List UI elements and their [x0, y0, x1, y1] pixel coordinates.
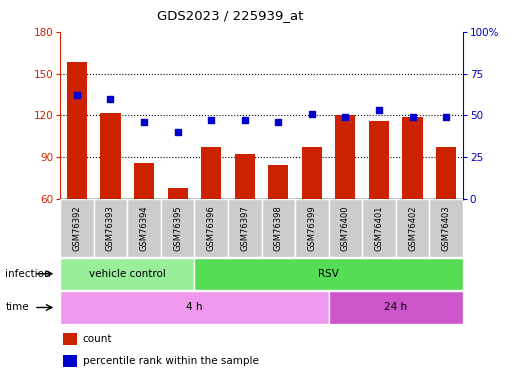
Bar	[436, 147, 456, 199]
Bar	[60, 258, 195, 290]
Bar	[396, 199, 429, 257]
Text: count: count	[83, 334, 112, 344]
Text: GSM76393: GSM76393	[106, 205, 115, 251]
Bar	[362, 199, 396, 257]
Text: GSM76402: GSM76402	[408, 205, 417, 251]
Text: GSM76400: GSM76400	[341, 205, 350, 251]
Point	[140, 119, 148, 125]
Text: vehicle control: vehicle control	[89, 269, 166, 279]
Bar	[429, 199, 463, 257]
Point	[408, 114, 417, 120]
Bar	[335, 116, 356, 199]
Text: time: time	[5, 303, 29, 312]
Point	[241, 117, 249, 123]
Point	[341, 114, 349, 120]
Bar	[167, 188, 188, 199]
Bar	[94, 199, 127, 257]
Point	[274, 119, 282, 125]
Bar	[134, 163, 154, 199]
Point	[207, 117, 215, 123]
Text: GSM76403: GSM76403	[441, 205, 451, 251]
Text: RSV: RSV	[318, 269, 339, 279]
Point	[442, 114, 450, 120]
Bar	[63, 355, 77, 367]
Bar	[67, 63, 87, 199]
Bar	[235, 154, 255, 199]
Point	[174, 129, 182, 135]
Bar	[328, 291, 463, 324]
Text: GSM76398: GSM76398	[274, 205, 283, 251]
Bar	[60, 199, 94, 257]
Text: GSM76394: GSM76394	[140, 205, 149, 251]
Text: GSM76396: GSM76396	[207, 205, 215, 251]
Bar	[195, 199, 228, 257]
Text: GSM76392: GSM76392	[72, 205, 82, 251]
Bar	[295, 199, 328, 257]
Text: GSM76399: GSM76399	[308, 205, 316, 251]
Point	[375, 107, 383, 113]
Text: percentile rank within the sample: percentile rank within the sample	[83, 356, 258, 366]
Text: 4 h: 4 h	[186, 303, 202, 312]
Bar	[262, 199, 295, 257]
Point	[106, 96, 115, 102]
Bar	[63, 333, 77, 345]
Bar	[195, 258, 463, 290]
Point	[73, 92, 81, 98]
Bar	[100, 112, 120, 199]
Text: infection: infection	[5, 269, 51, 279]
Bar	[268, 165, 288, 199]
Bar	[201, 147, 221, 199]
Bar	[403, 117, 423, 199]
Bar	[328, 199, 362, 257]
Bar	[161, 199, 195, 257]
Bar	[369, 121, 389, 199]
Bar	[302, 147, 322, 199]
Text: 24 h: 24 h	[384, 303, 407, 312]
Text: GSM76395: GSM76395	[173, 205, 182, 251]
Text: GSM76401: GSM76401	[374, 205, 383, 251]
Bar	[127, 199, 161, 257]
Bar	[228, 199, 262, 257]
Bar	[60, 291, 328, 324]
Text: GDS2023 / 225939_at: GDS2023 / 225939_at	[157, 9, 303, 22]
Point	[308, 111, 316, 117]
Text: GSM76397: GSM76397	[240, 205, 249, 251]
